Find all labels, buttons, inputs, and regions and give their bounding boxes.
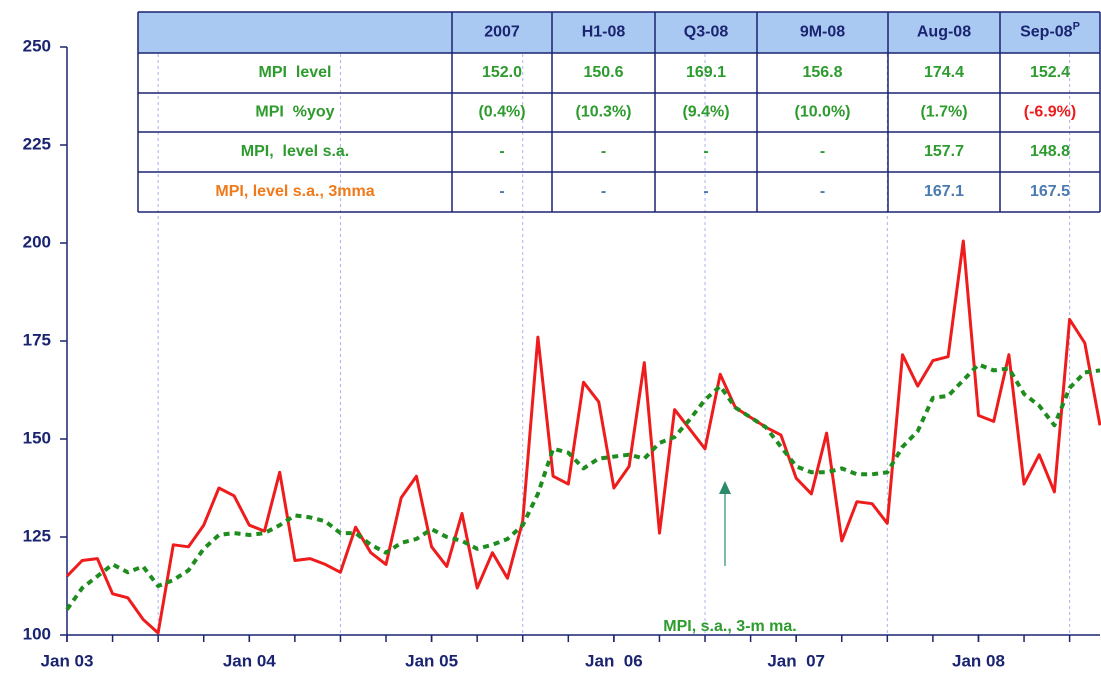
x-tick-label: Jan 03 <box>41 651 94 670</box>
table-column-header: Q3-08 <box>684 24 729 41</box>
table-header-bg <box>138 12 1100 53</box>
table-cell: (-6.9%) <box>1024 104 1076 121</box>
table-cell: (10.3%) <box>575 104 631 121</box>
column-header-text: 9M-08 <box>800 24 845 41</box>
table-cell: 150.6 <box>583 64 623 81</box>
table-cell: (0.4%) <box>478 104 525 121</box>
column-header-text: H1-08 <box>582 24 626 41</box>
table-cell: (1.7%) <box>920 104 967 121</box>
column-header-superscript: P <box>1073 20 1080 32</box>
table-cell: 152.4 <box>1030 64 1070 81</box>
column-header-text: Sep-08 <box>1020 24 1073 41</box>
y-tick-label: 250 <box>23 36 51 55</box>
y-tick-label: 125 <box>23 526 51 545</box>
annotation-arrowhead <box>719 481 731 494</box>
table-column-header: Sep-08P <box>1020 20 1080 40</box>
x-tick-label: Jan 07 <box>767 651 825 670</box>
row-label: MPI, level s.a., 3mma <box>215 183 374 200</box>
x-tick-label: Jan 04 <box>223 651 276 670</box>
y-tick-label: 175 <box>23 330 51 349</box>
table-cell: - <box>499 183 504 200</box>
series-line <box>65 239 1101 635</box>
table-column-header: Aug-08 <box>917 24 971 41</box>
table-cell: - <box>499 143 504 160</box>
table-cell: - <box>820 183 825 200</box>
table-cell: 174.4 <box>924 64 964 81</box>
y-tick-label: 225 <box>23 134 51 153</box>
table-cell: 148.8 <box>1030 143 1070 160</box>
y-tick-label: 150 <box>23 428 51 447</box>
table-cell: - <box>703 183 708 200</box>
data-table: 2007 H1-08 Q3-08 9M-08 Aug-08 Sep-08P MPI leve… <box>137 11 1101 213</box>
table-column-header: 9M-08 <box>800 24 845 41</box>
table-cell: 167.5 <box>1030 183 1070 200</box>
table-cell: 156.8 <box>802 64 842 81</box>
row-label: MPI, level s.a. <box>241 143 350 160</box>
x-tick-label: Jan 08 <box>952 651 1005 670</box>
y-tick-label: 100 <box>23 624 51 643</box>
table-cell: 152.0 <box>482 64 522 81</box>
series-line <box>65 362 1101 611</box>
table-cell: 167.1 <box>924 183 964 200</box>
x-tick-label: Jan 05 <box>405 651 458 670</box>
table-cell: (10.0%) <box>794 104 850 121</box>
column-header-text: Q3-08 <box>684 24 729 41</box>
table-cell: - <box>601 143 606 160</box>
y-tick-label: 200 <box>23 232 51 251</box>
table-cell: 157.7 <box>924 143 964 160</box>
table-cell: - <box>601 183 606 200</box>
column-header-text: Aug-08 <box>917 24 971 41</box>
table-cell: - <box>820 143 825 160</box>
x-tick-label: Jan 06 <box>585 651 643 670</box>
table-column-header: H1-08 <box>582 24 626 41</box>
row-label: MPI level <box>259 64 332 81</box>
row-label: MPI %yoy <box>255 104 334 121</box>
table-cell: - <box>703 143 708 160</box>
table-cell: (9.4%) <box>682 104 729 121</box>
table-column-header: 2007 <box>484 24 520 41</box>
column-header-text: 2007 <box>484 24 520 41</box>
table-cell: 169.1 <box>686 64 726 81</box>
annotation: MPI, s.a., 3-m ma. <box>663 618 796 635</box>
